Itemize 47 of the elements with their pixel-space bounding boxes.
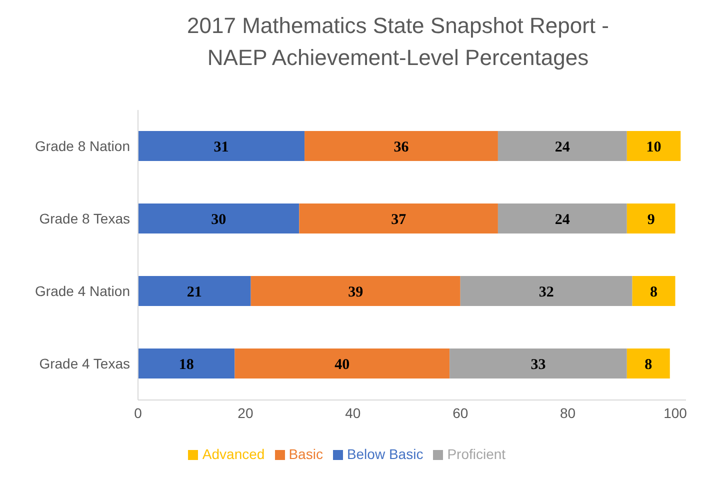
legend-label: Proficient [447, 446, 506, 462]
chart-title: 2017 Mathematics State Snapshot Report - NAEP Achievement-Level Percentages [186, 12, 610, 72]
x-tick-label: 80 [560, 404, 576, 421]
data-label: 9 [647, 212, 655, 228]
bar [498, 204, 627, 234]
bar [450, 348, 627, 378]
legend-label: Below Basic [346, 446, 424, 462]
bar [299, 204, 498, 234]
bar [234, 348, 450, 378]
bar [626, 131, 681, 161]
data-label: 24 [554, 139, 570, 156]
bar [138, 204, 300, 234]
y-tick-label: Grade 8 Nation [35, 138, 130, 154]
y-tick-label: Grade 4 Nation [35, 283, 130, 300]
data-label: 21 [186, 284, 202, 300]
data-label: 8 [644, 356, 652, 373]
bar [138, 348, 235, 378]
bar [626, 204, 676, 234]
data-label: 40 [334, 356, 350, 373]
x-tick-label: 100 [664, 404, 688, 421]
x-tick-label: 0 [134, 404, 142, 421]
data-label: 10 [646, 139, 662, 156]
y-tick-label: Grade 8 Texas [39, 210, 130, 227]
legend-label: Advanced [202, 446, 265, 462]
bar [626, 348, 670, 378]
x-tick-label: 40 [345, 404, 361, 421]
data-label: 36 [394, 139, 410, 156]
data-label: 39 [348, 284, 364, 300]
data-label: 32 [538, 284, 554, 300]
bar [250, 276, 460, 306]
data-label: 31 [214, 139, 229, 156]
bar [138, 276, 251, 306]
bar [498, 131, 627, 161]
data-label: 24 [554, 212, 570, 228]
x-tick-label: 60 [452, 404, 468, 421]
data-label: 37 [391, 212, 407, 228]
x-tick-label: 20 [238, 404, 254, 421]
data-label: 18 [178, 356, 194, 373]
bar [138, 131, 305, 161]
y-tick-label: Grade 4 Texas [39, 356, 130, 372]
legend-label: Basic [288, 446, 323, 462]
bar [304, 131, 498, 161]
data-label: 8 [650, 284, 658, 300]
data-label: 30 [211, 212, 226, 228]
bar [632, 276, 676, 306]
bar [460, 276, 632, 306]
data-label: 33 [530, 356, 546, 373]
